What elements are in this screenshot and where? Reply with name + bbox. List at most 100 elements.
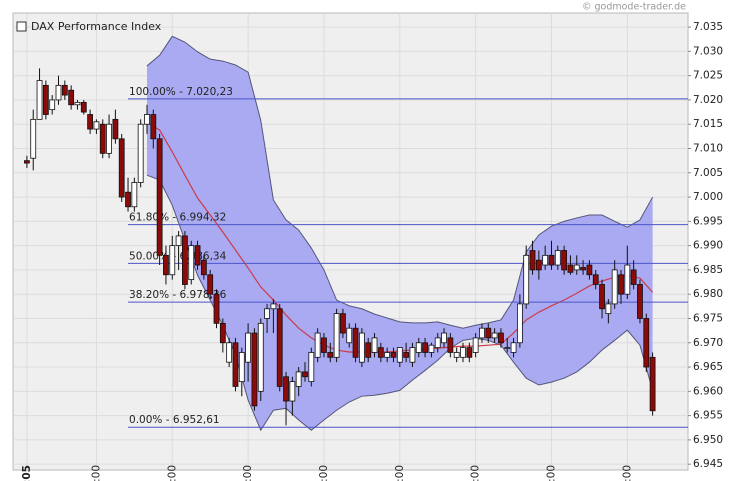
candle-body	[586, 264, 593, 276]
candle-body	[251, 332, 258, 407]
candle-body	[358, 332, 365, 363]
candle-body	[150, 114, 157, 140]
candle-body	[618, 274, 624, 295]
candle-body	[118, 138, 125, 198]
source: © godmode-trader.de	[582, 2, 686, 13]
x-tick-label: 11:00	[242, 465, 254, 481]
candle-body	[516, 303, 523, 344]
candle-body	[554, 250, 561, 266]
candle-body	[182, 235, 188, 285]
candle-body	[321, 337, 327, 353]
candle-body	[219, 322, 226, 344]
candle-body	[542, 254, 549, 266]
candle-body	[308, 352, 315, 383]
candle-body	[637, 284, 643, 319]
x-tick-label: 12:00	[318, 465, 330, 481]
candle-body	[504, 347, 511, 350]
y-tick-label: 7.035	[693, 21, 723, 33]
candle-body	[270, 303, 277, 310]
candle-body	[36, 80, 43, 120]
candle-body	[630, 269, 637, 285]
candle-body	[573, 264, 580, 271]
candle-body	[384, 352, 391, 358]
fib-label: 50.00% - 6.986,34	[129, 250, 227, 262]
y-tick-label: 7.010	[693, 142, 723, 154]
y-tick-label: 6.990	[693, 240, 723, 252]
y-tick-label: 7.025	[693, 70, 723, 82]
candle-body	[340, 313, 346, 334]
y-tick-label: 6.995	[693, 215, 723, 227]
y-tick-label: 7.005	[693, 167, 723, 179]
candle-body	[460, 347, 466, 358]
candle-body	[548, 254, 555, 266]
band-upper	[146, 35, 654, 329]
y-tick-label: 7.000	[693, 191, 723, 203]
candle-body	[441, 332, 447, 344]
candle-body	[327, 352, 334, 358]
y-tick-label: 6.960	[693, 385, 723, 397]
candle-body	[125, 191, 131, 208]
candle-body	[352, 327, 359, 358]
chart-title: DAX Performance Index	[31, 20, 162, 33]
candle-body	[580, 267, 586, 271]
candle-body	[68, 89, 75, 106]
candle-body	[529, 250, 536, 271]
candle-body	[491, 332, 498, 339]
candle-body	[131, 182, 138, 208]
candle-body	[207, 274, 214, 295]
candle-body	[137, 123, 144, 183]
candle-body	[276, 308, 283, 387]
candle-body	[403, 352, 410, 358]
y-tick-label: 7.030	[693, 45, 723, 57]
y-tick-label: 6.955	[693, 410, 723, 422]
candle-body	[567, 264, 574, 273]
candle-body	[87, 114, 94, 130]
candle-body	[30, 118, 37, 159]
x-tick-label: 13:00	[394, 465, 406, 481]
candle-body	[605, 303, 612, 315]
candle-body	[390, 352, 397, 358]
candle-body	[106, 123, 112, 154]
candle-body	[592, 274, 599, 285]
candle-body	[510, 342, 517, 353]
candle-body	[434, 337, 441, 349]
candle-body	[599, 284, 605, 310]
candle-body	[333, 313, 340, 358]
candle-body	[175, 235, 182, 247]
y-tick-label: 7.020	[693, 94, 723, 106]
legend-swatch	[16, 21, 27, 32]
candle-body	[144, 114, 150, 125]
candle-body	[232, 342, 239, 387]
candle-body	[365, 342, 372, 358]
candle-body	[295, 371, 302, 387]
candle-body	[485, 327, 492, 339]
candle-body	[194, 245, 201, 266]
y-tick-label: 6.985	[693, 264, 723, 276]
candle-body	[238, 352, 245, 383]
candle-body	[213, 293, 220, 324]
fib-label: 38.20% - 6.978,36	[129, 289, 227, 301]
candle-body	[264, 308, 270, 319]
candle-body	[24, 160, 30, 164]
x-tick-label: 08:05	[21, 465, 33, 481]
y-tick-label: 6.975	[693, 312, 723, 324]
fib-label: 0.00% - 6.952,61	[129, 414, 220, 426]
candle-body	[93, 121, 100, 130]
candle-body	[377, 347, 384, 358]
candle-body	[80, 101, 87, 113]
candle-body	[428, 344, 435, 353]
candle-body	[257, 322, 264, 392]
y-tick-label: 7.015	[693, 118, 723, 130]
candle-body	[283, 376, 289, 402]
candle-body	[49, 99, 56, 111]
x-tick-label: 16:00	[621, 465, 633, 481]
candle-body	[649, 356, 656, 412]
candle-body	[163, 254, 169, 276]
y-tick-label: 6.965	[693, 361, 723, 373]
candle-body	[643, 318, 650, 368]
candle-body	[289, 381, 296, 402]
candle-body	[523, 254, 530, 305]
candle-body	[453, 352, 460, 358]
candle-body	[99, 123, 106, 154]
